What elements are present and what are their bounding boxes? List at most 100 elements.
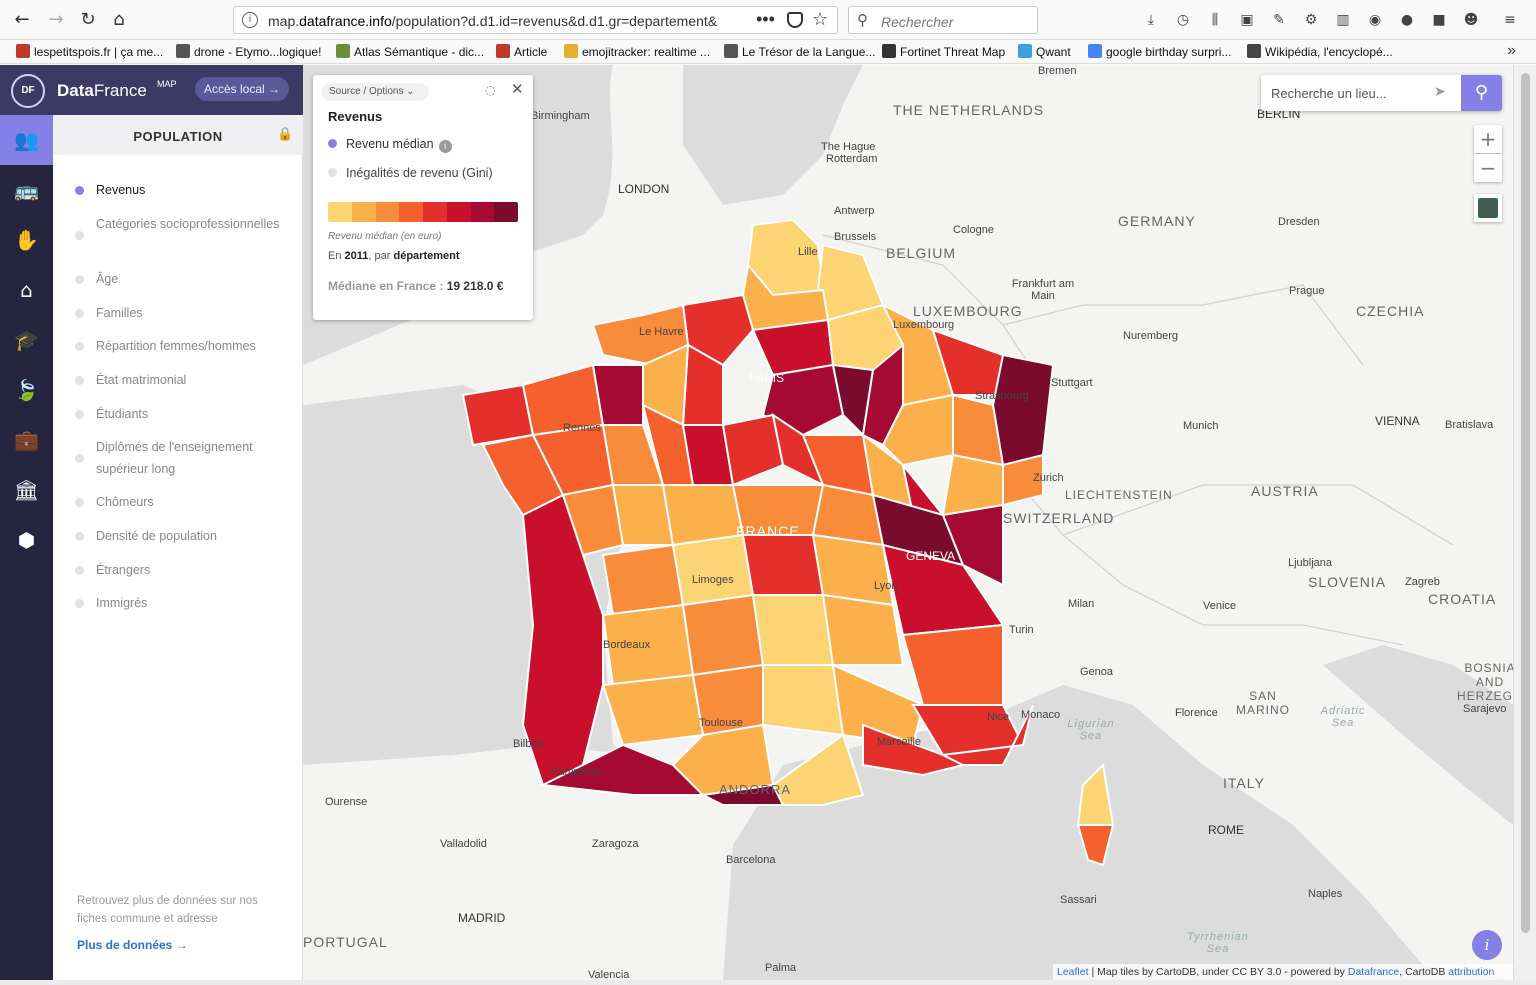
radio-dot — [75, 376, 84, 385]
screenshot-icon[interactable]: ▣ — [1240, 12, 1254, 28]
reload-icon[interactable]: ↻ — [80, 9, 96, 30]
indicator-item-immigres[interactable]: Immigrés — [75, 592, 285, 614]
leaf-icon[interactable]: 🍃 — [14, 378, 39, 402]
info-icon[interactable]: i — [438, 140, 452, 153]
pen-icon[interactable]: ✎ — [1273, 12, 1285, 28]
search-button-icon[interactable]: ⚲ — [1461, 75, 1502, 111]
layers-button[interactable] — [1474, 194, 1502, 222]
briefcase-icon[interactable]: 💼 — [14, 428, 39, 452]
country-label: GERMANY — [1118, 213, 1196, 229]
site-info-icon[interactable]: i — [242, 12, 258, 28]
vertical-scrollbar[interactable] — [1513, 65, 1536, 985]
close-icon[interactable]: ✕ — [511, 80, 524, 98]
radio-dot — [328, 139, 337, 148]
forward-icon[interactable]: → — [48, 9, 64, 30]
home-icon[interactable]: ⌂ — [20, 278, 33, 302]
local-access-button[interactable]: Accès local → — [195, 77, 289, 101]
mask-icon[interactable]: ● — [1400, 12, 1414, 28]
color-wheel-icon[interactable]: ◉ — [1368, 12, 1382, 28]
zoom-in-button[interactable]: + — [1474, 125, 1502, 153]
lock-extension-icon[interactable]: ■ — [1432, 12, 1446, 28]
people-icon[interactable]: 👥 — [0, 115, 53, 165]
bookmark-item[interactable]: Article — [496, 44, 547, 59]
bookmark-item[interactable]: Qwant — [1018, 44, 1071, 59]
map-canvas[interactable]: THE NETHERLANDS BELGIUM GERMANY LUXEMBOU… — [303, 65, 1513, 980]
bottom-scrollbar[interactable] — [0, 980, 1536, 985]
scale-swatch — [375, 202, 400, 222]
bookmark-item[interactable]: drone - Etymo...logique! — [176, 44, 321, 59]
department-shape — [521, 493, 604, 787]
scrollbar-thumb[interactable] — [1521, 73, 1530, 933]
graduation-icon[interactable]: 🎓 — [14, 328, 39, 352]
radio-dot — [75, 532, 84, 541]
datafrance-logo[interactable]: DF — [11, 74, 45, 108]
indicator-item-diplomes[interactable]: Diplômés de l'enseignement supérieur lon… — [75, 436, 285, 480]
bookmark-item[interactable]: emojitracker: realtime ... — [564, 44, 710, 59]
radio-dot — [75, 410, 84, 419]
indicator-item-chomeurs[interactable]: Chômeurs — [75, 491, 285, 513]
url-text[interactable]: map.datafrance.info/population?d.d1.id=r… — [268, 13, 718, 29]
locate-icon[interactable]: ➤ — [1434, 84, 1446, 100]
department-shape — [762, 664, 845, 737]
hand-icon[interactable]: ✋ — [14, 228, 39, 252]
url-bar[interactable]: i map.datafrance.info/population?d.d1.id… — [233, 6, 838, 34]
scale-swatch — [351, 202, 376, 222]
info-button-icon[interactable]: i — [1472, 930, 1502, 960]
institution-icon[interactable]: 🏛 — [13, 478, 40, 502]
download-icon[interactable]: ⤓ — [1147, 12, 1155, 28]
city-label: Bratislava — [1445, 419, 1494, 431]
indicator-item-age[interactable]: Âge — [75, 268, 285, 290]
bus-icon[interactable]: 🚌 — [14, 178, 39, 202]
france-choropleth[interactable] — [461, 218, 1115, 867]
history-icon[interactable]: ◷ — [1176, 12, 1190, 28]
bookmark-item[interactable]: Le Trésor de la Langue... — [724, 44, 875, 59]
indicator-item-etrangers[interactable]: Étrangers — [75, 559, 285, 581]
indicator-item-densite[interactable]: Densité de population — [75, 525, 285, 547]
department-shape — [862, 723, 966, 777]
bookmark-item[interactable]: Wikipédia, l'encyclopé... — [1247, 44, 1393, 59]
option-median-income[interactable]: Revenu médian i — [328, 137, 452, 153]
city-label: Le Havre — [639, 326, 684, 338]
pocket-icon[interactable] — [787, 12, 803, 28]
qwant-icon — [1018, 44, 1032, 58]
menu-icon[interactable]: ≡ — [1504, 12, 1516, 28]
profile-icon[interactable]: ☻ — [1463, 12, 1479, 28]
lock-icon[interactable]: 🔒 — [277, 127, 294, 142]
zoom-out-button[interactable]: − — [1474, 154, 1502, 182]
back-icon[interactable]: ← — [14, 9, 30, 30]
datafrance-link[interactable]: Datafrance — [1347, 966, 1400, 978]
source-options-dropdown[interactable]: Source / Options ⌄ — [321, 83, 429, 101]
bookmarks-more-icon[interactable]: » — [1507, 42, 1516, 59]
home-nav-icon[interactable]: ⌂ — [113, 9, 125, 30]
settings-gear-icon[interactable]: ⚙ — [1304, 12, 1318, 28]
brand-header: DF DataFrance MAP Accès local → — [0, 65, 303, 115]
attribution-link[interactable]: attribution — [1448, 966, 1495, 978]
leaflet-link[interactable]: Leaflet — [1057, 966, 1089, 978]
place-search-input[interactable]: Recherche un lieu... — [1271, 86, 1387, 101]
hide-eye-icon[interactable]: ◌ — [485, 83, 496, 97]
bookmark-item[interactable]: lespetitspois.fr | ça me... — [16, 44, 163, 59]
city-label: The Hague — [821, 141, 876, 153]
library-icon[interactable]: ⫼ — [1211, 12, 1219, 28]
more-data-link[interactable]: Plus de données → — [77, 938, 188, 952]
indicator-item-repartition[interactable]: Répartition femmes/hommes — [75, 335, 285, 357]
bookmark-favicon-icon — [882, 44, 896, 58]
indicator-item-csp[interactable]: Catégories socioprofessionnelles — [75, 213, 285, 240]
place-search[interactable]: Recherche un lieu... ➤ ⚲ — [1261, 75, 1502, 111]
indicator-item-etudiants[interactable]: Étudiants — [75, 403, 285, 425]
page-actions-icon[interactable]: ••• — [756, 9, 775, 29]
city-label: GENEVA — [906, 549, 956, 563]
sidebar-icon[interactable]: ▥ — [1336, 12, 1350, 28]
option-gini[interactable]: Inégalités de revenu (Gini) — [328, 166, 493, 180]
bookmark-star-icon[interactable]: ☆ — [812, 9, 829, 30]
bookmark-item[interactable]: Atlas Sémantique - dic... — [336, 44, 484, 59]
hexagon-icon[interactable]: ⬢ — [17, 528, 36, 552]
indicator-item-revenus[interactable]: Revenus — [75, 179, 285, 201]
city-label: Limoges — [692, 574, 734, 586]
bookmark-item[interactable]: Fortinet Threat Map — [882, 44, 1005, 59]
indicator-item-familles[interactable]: Familles — [75, 302, 285, 324]
browser-search-input[interactable]: ⚲ Rechercher — [848, 6, 1038, 34]
city-label: Zaragoza — [592, 838, 639, 850]
bookmark-item[interactable]: google birthday surpri... — [1088, 44, 1231, 59]
indicator-item-etat-matrimonial[interactable]: État matrimonial — [75, 369, 285, 391]
